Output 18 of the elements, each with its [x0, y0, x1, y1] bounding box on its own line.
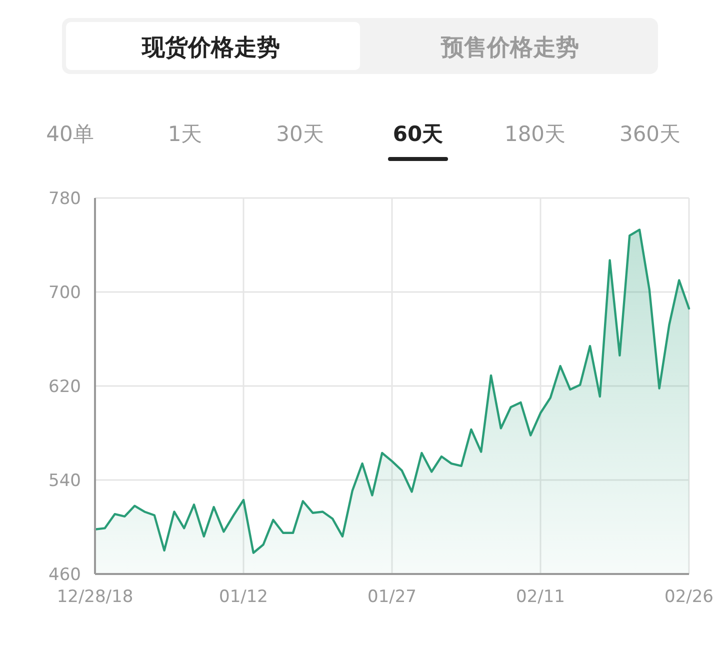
text: 60天 [392, 122, 444, 146]
y-tick-label: 780 [48, 188, 81, 209]
text: 预售价格走势 [440, 35, 579, 61]
text: 180天 [504, 122, 566, 146]
y-tick-label: 540 [48, 470, 81, 491]
text: 现货价格走势 [141, 35, 280, 61]
x-tick-label: 01/27 [368, 587, 416, 607]
y-tick-label: 700 [48, 282, 81, 303]
y-tick-label: 620 [48, 376, 81, 397]
text: 40单 [46, 122, 94, 146]
text: 1天 [168, 122, 202, 146]
text: 360天 [619, 122, 681, 146]
x-tick-label: 02/26 [664, 587, 714, 607]
x-tick-label: 02/11 [516, 587, 565, 607]
x-tick-label: 01/12 [219, 587, 268, 607]
x-tick-label: 12/28/18 [56, 587, 134, 607]
y-tick-label: 460 [48, 564, 81, 585]
text: 30天 [276, 122, 324, 146]
